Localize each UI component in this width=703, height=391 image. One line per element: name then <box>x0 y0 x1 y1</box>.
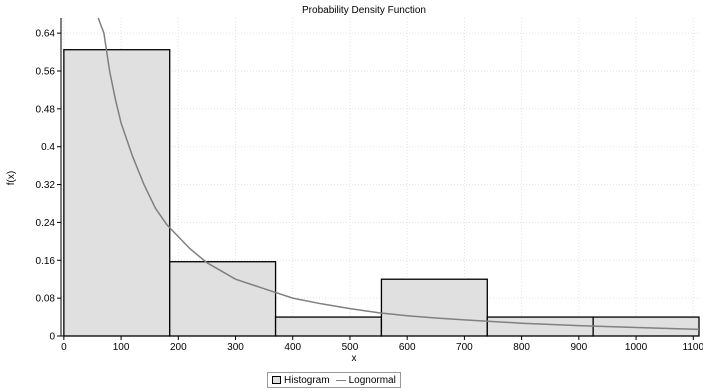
x-tick-label: 1100 <box>683 342 703 353</box>
y-tick-label: 0.64 <box>36 29 56 40</box>
y-tick-label: 0.56 <box>36 67 56 78</box>
y-tick-label: 0.16 <box>36 256 56 267</box>
legend-histogram-swatch <box>272 376 281 384</box>
legend-lognormal-line <box>335 379 346 381</box>
axes: 0 100 200 300 400 500 600 700 800 900 1000 1100 0 0.0… <box>36 18 703 353</box>
y-tick-label: 0 <box>49 332 55 343</box>
histogram-bar <box>169 261 277 337</box>
x-tick-label: 0 <box>61 342 67 353</box>
y-tick-label: 0.4 <box>41 142 55 153</box>
lognormal-curve <box>97 17 700 331</box>
x-tick-label: 1000 <box>625 342 648 353</box>
y-tick-label: 0.08 <box>36 294 56 305</box>
x-tick-label: 500 <box>342 342 359 353</box>
legend: Histogram Lognormal <box>267 372 401 388</box>
x-tick-label: 400 <box>284 342 301 353</box>
x-tick-label: 700 <box>456 342 473 353</box>
y-tick-label: 0.48 <box>36 104 56 115</box>
x-tick-label: 200 <box>170 342 187 353</box>
y-axis-label: f(x) <box>6 171 17 185</box>
x-axis-label: x <box>352 353 357 364</box>
histogram-bar <box>380 278 488 337</box>
histogram-bar <box>274 316 383 337</box>
x-tick-label: 800 <box>513 342 530 353</box>
x-tick-label: 900 <box>570 342 587 353</box>
legend-lognormal-label: Lognormal <box>348 374 396 386</box>
y-tick-label: 0.32 <box>36 180 56 191</box>
x-tick-label: 100 <box>113 342 130 353</box>
lognormal-curve-layer <box>97 17 700 331</box>
x-tick-label: 300 <box>227 342 244 353</box>
chart-title: Probability Density Function <box>302 5 426 16</box>
legend-histogram-label: Histogram <box>284 374 330 386</box>
y-tick-label: 0.24 <box>36 218 56 229</box>
x-tick-label: 600 <box>399 342 416 353</box>
histogram-bar <box>63 49 171 337</box>
histogram-bars <box>63 49 700 337</box>
histogram-bar <box>486 316 594 337</box>
